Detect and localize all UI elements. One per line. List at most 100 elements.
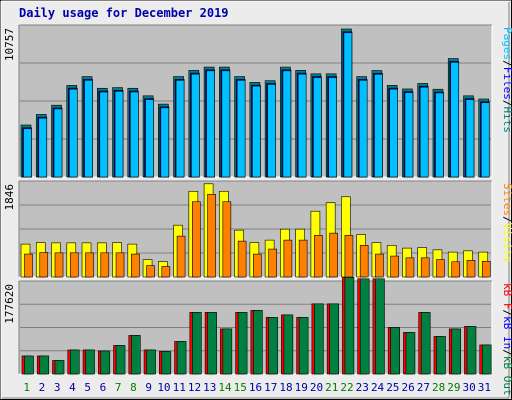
bar-sites [24,253,33,278]
bar-kb-out [451,328,462,375]
x-tick-label: 25 [386,381,399,394]
bar-pages [130,91,139,178]
x-tick-label: 10 [157,381,170,394]
x-tick-label: 22 [340,381,353,394]
bar-pages [84,80,93,178]
bar-sites [115,252,125,278]
x-tick-label: 28 [432,381,445,394]
bar-kb-out [115,345,126,375]
bar-pages [343,32,353,178]
x-tick-label: 16 [249,381,262,394]
bar-sites [253,253,262,278]
x-tick-label: 26 [401,381,414,394]
y-axis-max-label: 10757 [3,28,16,61]
bar-sites [237,240,247,278]
x-tick-label: 14 [218,381,232,394]
bar-pages [114,91,124,178]
bar-kb-out [420,312,431,375]
bar-sites [69,252,79,278]
bar-sites [344,235,354,278]
bar-sites [375,253,384,278]
legend-item-sites: Sites [501,183,512,216]
bar-sites [222,201,232,278]
bar-pages [328,77,337,178]
bar-sites [161,266,171,278]
legend-item-kb-f: kB F [501,283,512,310]
x-tick-label: 11 [173,381,186,394]
bar-kb-out [390,327,400,375]
bar-kb-out [359,278,370,375]
legend-item-visits: Visits [501,223,512,263]
bar-sites [85,252,94,278]
bar-sites [466,260,476,278]
bar-pages [38,117,48,178]
bar-kb-out [436,336,446,375]
bar-sites [390,255,399,278]
bar-pages [236,80,246,178]
bar-kb-out [207,312,217,375]
legend-visits-sites: Sites/Visits [501,183,512,263]
bar-pages [297,73,307,178]
x-tick-label: 29 [447,381,460,394]
bar-kb-out [222,328,233,375]
x-tick-label: 6 [100,381,107,394]
x-tick-label: 19 [295,381,308,394]
bar-sites [329,232,338,278]
bar-pages [313,77,322,178]
bar-sites [192,201,201,278]
panel-visits-sites: 1846 Sites/Visits [3,180,512,278]
bar-pages [419,86,429,178]
bar-sites [54,252,64,278]
y-axis-max-label: 177620 [3,284,16,324]
bar-kb-out [146,349,156,375]
chart-title: Daily usage for December 2019 [19,6,229,20]
legend-item-files: Files [501,67,512,100]
bar-kb-out [54,360,65,375]
panel-hits-files-pages: 10757 Pages/Files/Hits [3,24,512,178]
bar-sites [39,252,49,278]
bar-sites [207,193,216,278]
bar-kb-out [24,355,34,375]
bar-pages [23,128,32,178]
bar-pages [435,92,444,178]
bar-sites [176,235,186,278]
bar-pages [160,107,170,178]
x-tick-label: 17 [264,381,277,394]
x-tick-label: 3 [54,381,61,394]
legend-separator: / [501,216,512,223]
bar-kb-out [176,341,187,375]
bar-sites [283,239,293,278]
bar-sites [146,265,155,278]
x-tick-label: 18 [279,381,292,394]
x-tick-label: 2 [39,381,46,394]
bar-pages [358,80,368,178]
bar-sites [314,235,323,278]
bar-kb-out [161,351,172,375]
bar-sites [405,257,415,278]
legend-item-kb-out: kB Out [501,356,512,396]
bar-pages [221,70,231,178]
legend-hits-files-pages: Pages/Files/Hits [501,27,512,133]
panel-kb: 177620 kB F/kB In/kB Out [3,276,512,396]
x-tick-label: 23 [356,381,369,394]
bar-kb-out [481,344,492,375]
bar-pages [282,70,292,178]
bar-kb-out [314,303,324,375]
bar-sites [436,259,445,278]
bar-kb-out [100,350,111,375]
x-tick-label: 20 [310,381,323,394]
bar-kb-out [298,317,309,375]
legend-kb: kB F/kB In/kB Out [501,283,512,396]
bar-kb-out [375,278,385,375]
x-tick-label: 12 [188,381,201,394]
bar-pages [68,88,78,178]
bar-sites [420,257,430,278]
x-tick-label: 31 [478,381,491,394]
bar-kb-out [39,355,50,375]
bar-kb-out [85,349,95,375]
legend-item-hits: Hits [501,107,512,134]
x-tick-label: 5 [84,381,91,394]
bar-pages [465,99,475,178]
